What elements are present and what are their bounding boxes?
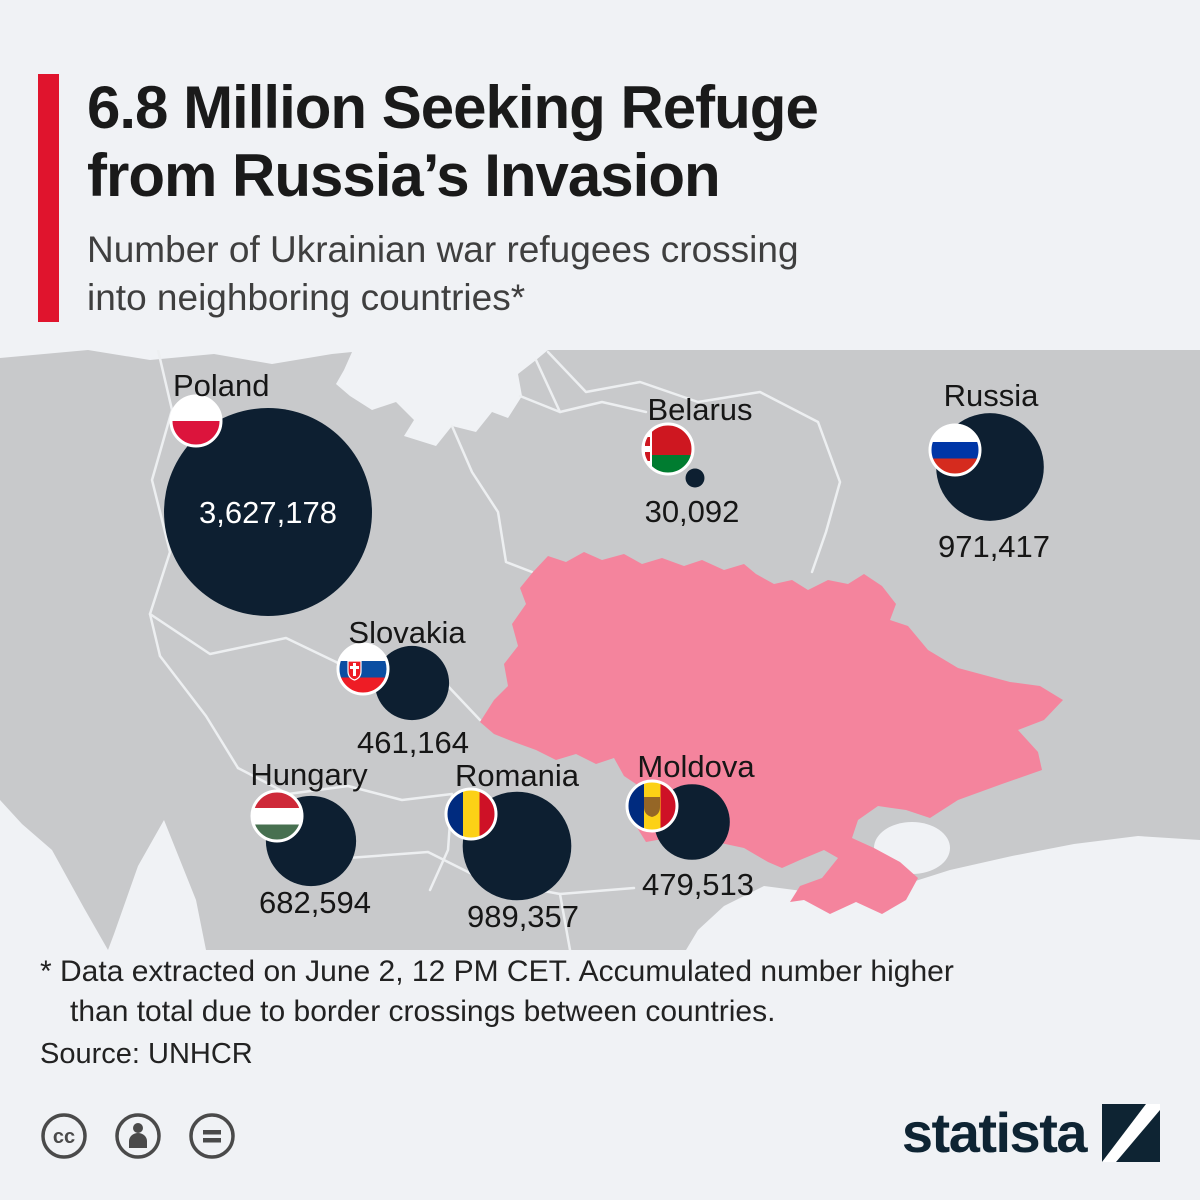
page-title: 6.8 Million Seeking Refuge from Russia’s… — [87, 74, 819, 210]
refugee-bubble-group-belarus: Belarus 30,092 — [641, 392, 753, 529]
accent-bar — [38, 74, 59, 322]
poland-country-label: Poland — [173, 368, 270, 403]
refugee-bubble-group-moldova: Moldova 479,513 — [625, 749, 755, 902]
no-derivatives-icon[interactable] — [188, 1112, 236, 1160]
attribution-icon[interactable] — [114, 1112, 162, 1160]
russia-country-label: Russia — [944, 378, 1040, 413]
russia-value-label: 971,417 — [938, 529, 1050, 564]
moldova-value-label: 479,513 — [642, 867, 754, 902]
page-subtitle: Number of Ukrainian war refugees crossin… — [87, 226, 818, 322]
infographic-header: 6.8 Million Seeking Refuge from Russia’s… — [38, 74, 819, 322]
source-line: Source: UNHCR — [40, 1038, 253, 1070]
license-icons: cc — [40, 1112, 236, 1160]
bubble-layer: Poland 3,627,178 Belarus 30,092 Russia 971,41… — [164, 368, 1050, 934]
subtitle-line-1: Number of Ukrainian war refugees crossin… — [87, 228, 799, 270]
romania-value-label: 989,357 — [467, 899, 579, 934]
footnote: * Data extracted on June 2, 12 PM CET. A… — [40, 952, 954, 1031]
romania-country-label: Romania — [455, 758, 580, 793]
flag-moldova-icon — [625, 779, 679, 833]
flag-belarus-icon — [641, 422, 695, 476]
svg-text:cc: cc — [53, 1126, 75, 1148]
hungary-value-label: 682,594 — [259, 885, 371, 920]
title-line-2: from Russia’s Invasion — [87, 141, 721, 209]
subtitle-line-2: into neighboring countries* — [87, 276, 526, 318]
poland-value-label: 3,627,178 — [199, 495, 337, 530]
hungary-country-label: Hungary — [250, 757, 368, 792]
flag-hungary-icon — [250, 789, 304, 843]
moldova-country-label: Moldova — [637, 749, 755, 784]
title-line-1: 6.8 Million Seeking Refuge — [87, 74, 819, 141]
statista-wordmark: statista — [901, 1101, 1088, 1164]
belarus-bubble — [685, 468, 705, 488]
poland-bubble — [164, 408, 372, 616]
statista-logo-icon — [1102, 1103, 1160, 1162]
flag-slovakia-icon — [336, 642, 390, 696]
slovakia-country-label: Slovakia — [348, 615, 466, 650]
refugee-bubble-group-romania: Romania 989,357 — [444, 758, 580, 934]
belarus-country-label: Belarus — [647, 392, 752, 427]
refugee-bubble-group-russia: Russia 971,417 — [928, 378, 1050, 564]
statista-brand[interactable]: statista — [902, 1100, 1160, 1165]
header-text: 6.8 Million Seeking Refuge from Russia’s… — [87, 74, 819, 322]
footnote-line-2: than total due to border crossings betwe… — [70, 994, 776, 1028]
refugee-bubble-map: Poland 3,627,178 Belarus 30,092 Russia 971,41… — [0, 350, 1200, 950]
belarus-value-label: 30,092 — [645, 494, 740, 529]
ukraine-shape — [480, 552, 1063, 914]
refugee-bubble-group-poland: Poland 3,627,178 — [164, 368, 372, 616]
cc-icon[interactable]: cc — [40, 1112, 88, 1160]
flag-romania-icon — [444, 787, 498, 841]
flag-poland-icon — [169, 394, 223, 448]
flag-russia-icon — [928, 423, 982, 477]
refugee-bubble-group-slovakia: Slovakia 461,164 — [336, 615, 469, 760]
footnote-line-1: * Data extracted on June 2, 12 PM CET. A… — [40, 955, 954, 988]
slovakia-value-label: 461,164 — [357, 725, 469, 760]
refugee-bubble-group-hungary: Hungary 682,594 — [250, 757, 371, 920]
slovakia-bubble — [374, 645, 450, 721]
europe-map: Poland 3,627,178 Belarus 30,092 Russia 971,41… — [0, 350, 1200, 950]
